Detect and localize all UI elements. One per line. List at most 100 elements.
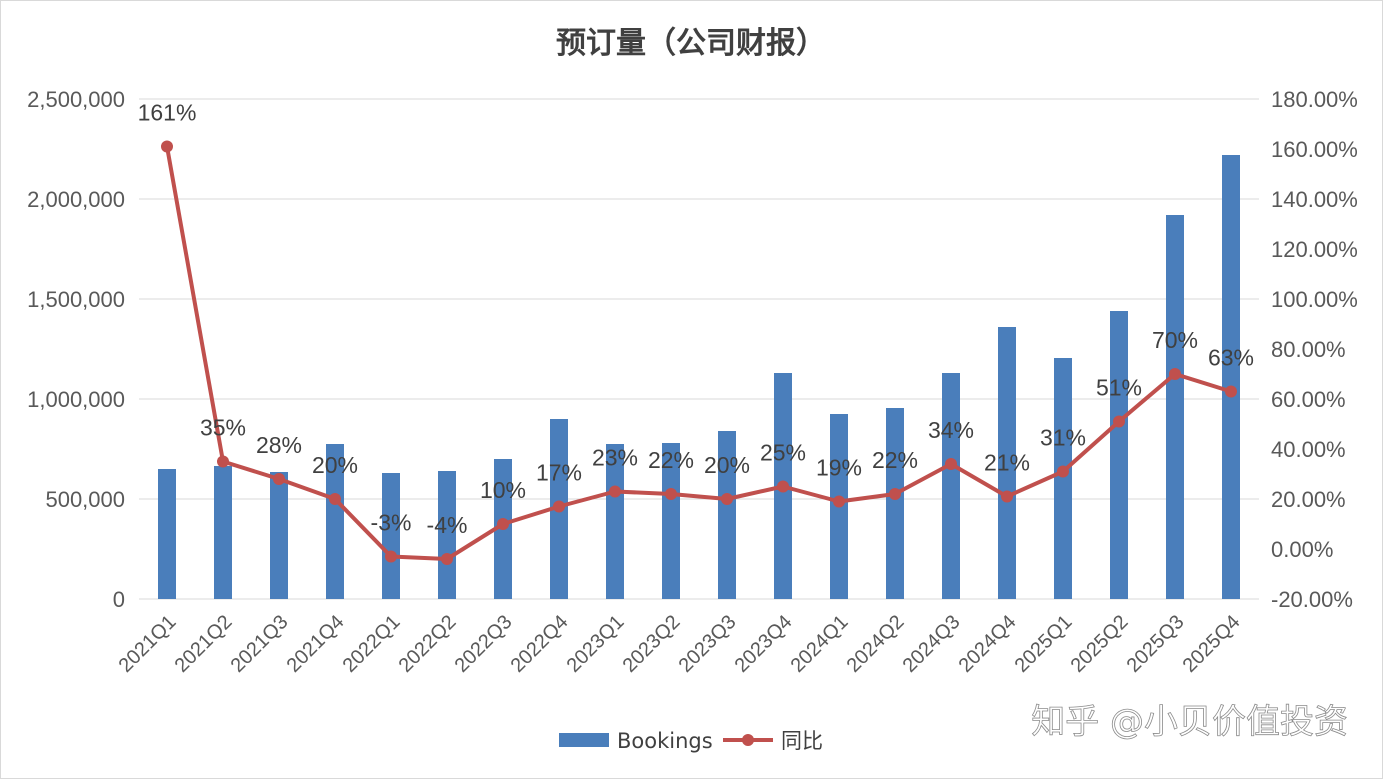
yoy-point bbox=[385, 550, 397, 563]
left-tick-label: 2,500,000 bbox=[27, 87, 125, 112]
yoy-data-label: 35% bbox=[200, 415, 246, 441]
bar bbox=[214, 466, 232, 599]
yoy-point bbox=[329, 493, 341, 505]
yoy-point bbox=[833, 495, 845, 508]
right-tick-label: 60.00% bbox=[1271, 387, 1346, 412]
x-tick-label: 2021Q3 bbox=[227, 611, 293, 677]
bar bbox=[326, 444, 344, 599]
x-tick-label: 2021Q2 bbox=[171, 611, 237, 677]
bar bbox=[158, 469, 176, 599]
right-tick-label: 40.00% bbox=[1271, 437, 1346, 462]
yoy-point bbox=[777, 480, 789, 493]
bar bbox=[270, 472, 288, 599]
bookings-bars bbox=[158, 155, 1240, 599]
yoy-data-label: 21% bbox=[984, 450, 1030, 476]
x-tick-label: 2022Q2 bbox=[395, 611, 461, 677]
left-tick-label: 0 bbox=[113, 587, 125, 612]
legend-swatch-bookings bbox=[559, 733, 609, 747]
bar bbox=[886, 408, 904, 599]
right-tick-label: 80.00% bbox=[1271, 337, 1346, 362]
right-axis: -20.00% 0.00% 20.00% 40.00% 60.00% 80.00% 100.… bbox=[1271, 87, 1358, 612]
yoy-data-label: 51% bbox=[1096, 375, 1142, 401]
yoy-data-label: -4% bbox=[427, 512, 468, 538]
yoy-point bbox=[161, 140, 173, 153]
x-tick-label: 2023Q4 bbox=[731, 611, 797, 677]
right-tick-label: 180.00% bbox=[1271, 87, 1358, 112]
right-tick-label: 100.00% bbox=[1271, 287, 1358, 312]
x-tick-label: 2025Q4 bbox=[1179, 611, 1245, 677]
yoy-point bbox=[609, 485, 621, 498]
yoy-data-label: -3% bbox=[371, 510, 412, 536]
yoy-data-label: 34% bbox=[928, 417, 974, 443]
x-tick-label: 2025Q3 bbox=[1123, 611, 1189, 677]
x-tick-label: 2025Q2 bbox=[1067, 611, 1133, 677]
x-tick-label: 2025Q1 bbox=[1011, 611, 1077, 677]
right-tick-label: 140.00% bbox=[1271, 187, 1358, 212]
x-tick-label: 2022Q1 bbox=[339, 611, 405, 677]
yoy-point bbox=[945, 458, 957, 470]
x-tick-label: 2021Q4 bbox=[283, 611, 349, 677]
bar bbox=[438, 471, 456, 599]
yoy-data-label: 23% bbox=[592, 445, 638, 471]
yoy-data-label: 17% bbox=[536, 460, 582, 486]
left-tick-label: 2,000,000 bbox=[27, 187, 125, 212]
yoy-data-label: 161% bbox=[138, 100, 197, 126]
yoy-point bbox=[1169, 368, 1181, 380]
x-tick-label: 2021Q1 bbox=[115, 611, 181, 677]
bar bbox=[942, 373, 960, 599]
bar bbox=[1222, 155, 1240, 599]
bar bbox=[1110, 311, 1128, 599]
yoy-polyline bbox=[165, 146, 1232, 561]
yoy-data-label: 20% bbox=[312, 452, 358, 478]
yoy-data-label: 19% bbox=[816, 455, 862, 481]
right-tick-label: 20.00% bbox=[1271, 487, 1346, 512]
x-tick-label: 2023Q1 bbox=[563, 611, 629, 677]
legend: Bookings 同比 bbox=[559, 729, 823, 753]
bar bbox=[382, 473, 400, 599]
yoy-point bbox=[721, 493, 733, 505]
yoy-line bbox=[161, 140, 1237, 565]
legend-label-yoy: 同比 bbox=[781, 729, 823, 753]
right-tick-label: 120.00% bbox=[1271, 237, 1358, 262]
watermark: 知乎 @小贝价值投资 bbox=[1031, 702, 1348, 742]
yoy-point bbox=[889, 488, 901, 500]
yoy-point bbox=[217, 455, 229, 468]
x-tick-label: 2023Q3 bbox=[675, 611, 741, 677]
yoy-data-label: 22% bbox=[872, 447, 918, 473]
yoy-point bbox=[1225, 385, 1237, 398]
yoy-point bbox=[553, 500, 565, 513]
bar bbox=[718, 431, 736, 599]
legend-label-bookings: Bookings bbox=[617, 729, 713, 753]
left-axis: 0 500,000 1,000,000 1,500,000 2,000,000 2,500… bbox=[27, 87, 125, 612]
yoy-data-label: 22% bbox=[648, 447, 694, 473]
x-tick-label: 2024Q3 bbox=[899, 611, 965, 677]
yoy-point bbox=[497, 518, 509, 530]
x-tick-label: 2022Q4 bbox=[507, 611, 573, 677]
yoy-data-label: 31% bbox=[1040, 425, 1086, 451]
yoy-point bbox=[1057, 465, 1069, 478]
right-tick-label: -20.00% bbox=[1271, 587, 1353, 612]
bar bbox=[662, 443, 680, 599]
left-tick-label: 1,500,000 bbox=[27, 287, 125, 312]
bar bbox=[1054, 358, 1072, 599]
bar bbox=[998, 327, 1016, 599]
x-tick-label: 2024Q2 bbox=[843, 611, 909, 677]
bar bbox=[1166, 215, 1184, 599]
yoy-point bbox=[1001, 490, 1013, 503]
x-tick-label: 2022Q3 bbox=[451, 611, 517, 677]
yoy-data-label: 20% bbox=[704, 452, 750, 478]
legend-swatch-yoy-marker bbox=[742, 734, 754, 746]
yoy-data-label: 28% bbox=[256, 432, 302, 458]
x-tick-label: 2023Q2 bbox=[619, 611, 685, 677]
yoy-data-label: 10% bbox=[480, 477, 526, 503]
yoy-point bbox=[1113, 415, 1125, 428]
yoy-point bbox=[273, 473, 285, 485]
left-tick-label: 1,000,000 bbox=[27, 387, 125, 412]
left-tick-label: 500,000 bbox=[45, 487, 125, 512]
chart-title: 预订量（公司财报） bbox=[556, 26, 826, 61]
x-tick-label: 2024Q1 bbox=[787, 611, 853, 677]
yoy-data-labels: 161% 35% 28% 20% -3% -4% 10% 17% 23% 22% 20% 25% 19%… bbox=[138, 100, 1254, 539]
right-tick-label: 160.00% bbox=[1271, 137, 1358, 162]
